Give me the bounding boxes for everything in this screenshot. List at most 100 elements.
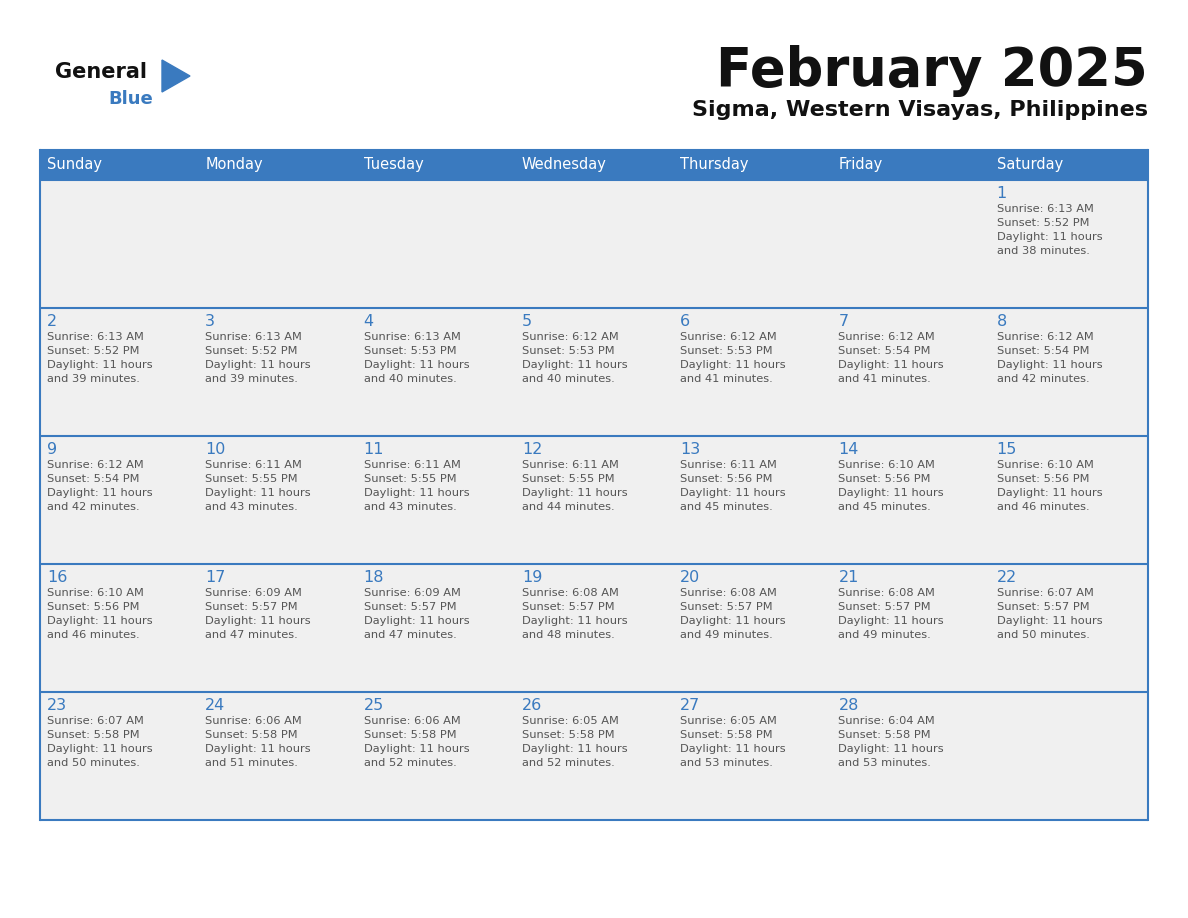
Text: 22: 22 [997,570,1017,585]
Bar [514,436,674,564]
Text: Sunrise: 6:06 AM
Sunset: 5:58 PM
Daylight: 11 hours
and 52 minutes.: Sunrise: 6:06 AM Sunset: 5:58 PM Dayligh… [364,716,469,768]
Text: Sunday: Sunday [48,158,102,173]
Text: 13: 13 [681,442,701,457]
Bar [832,180,990,308]
Bar [40,150,198,180]
Text: 8: 8 [997,314,1007,329]
Text: 4: 4 [364,314,374,329]
Text: Sunrise: 6:13 AM
Sunset: 5:52 PM
Daylight: 11 hours
and 39 minutes.: Sunrise: 6:13 AM Sunset: 5:52 PM Dayligh… [206,332,311,384]
Bar [40,436,198,564]
Bar [356,150,514,180]
Bar [674,692,832,820]
Text: 24: 24 [206,698,226,713]
Bar [198,308,356,436]
Bar [990,564,1148,692]
Text: February 2025: February 2025 [716,45,1148,97]
Text: Sunrise: 6:12 AM
Sunset: 5:54 PM
Daylight: 11 hours
and 41 minutes.: Sunrise: 6:12 AM Sunset: 5:54 PM Dayligh… [839,332,944,384]
Text: Sunrise: 6:08 AM
Sunset: 5:57 PM
Daylight: 11 hours
and 49 minutes.: Sunrise: 6:08 AM Sunset: 5:57 PM Dayligh… [839,588,944,640]
Bar [832,308,990,436]
Text: 10: 10 [206,442,226,457]
Bar [674,180,832,308]
Text: 18: 18 [364,570,384,585]
Text: Sunrise: 6:06 AM
Sunset: 5:58 PM
Daylight: 11 hours
and 51 minutes.: Sunrise: 6:06 AM Sunset: 5:58 PM Dayligh… [206,716,311,768]
Text: Sunrise: 6:07 AM
Sunset: 5:58 PM
Daylight: 11 hours
and 50 minutes.: Sunrise: 6:07 AM Sunset: 5:58 PM Dayligh… [48,716,152,768]
Bar [198,692,356,820]
Text: 2: 2 [48,314,57,329]
Bar [356,436,514,564]
Bar [198,180,356,308]
Text: Sunrise: 6:12 AM
Sunset: 5:54 PM
Daylight: 11 hours
and 42 minutes.: Sunrise: 6:12 AM Sunset: 5:54 PM Dayligh… [48,460,152,512]
Text: 23: 23 [48,698,68,713]
Bar [514,564,674,692]
Text: Sunrise: 6:12 AM
Sunset: 5:54 PM
Daylight: 11 hours
and 42 minutes.: Sunrise: 6:12 AM Sunset: 5:54 PM Dayligh… [997,332,1102,384]
Bar [990,150,1148,180]
Text: Sunrise: 6:13 AM
Sunset: 5:52 PM
Daylight: 11 hours
and 38 minutes.: Sunrise: 6:13 AM Sunset: 5:52 PM Dayligh… [997,204,1102,256]
Text: Sunrise: 6:13 AM
Sunset: 5:52 PM
Daylight: 11 hours
and 39 minutes.: Sunrise: 6:13 AM Sunset: 5:52 PM Dayligh… [48,332,152,384]
Bar [832,436,990,564]
Bar [514,150,674,180]
Text: Sunrise: 6:11 AM
Sunset: 5:55 PM
Daylight: 11 hours
and 43 minutes.: Sunrise: 6:11 AM Sunset: 5:55 PM Dayligh… [364,460,469,512]
Text: Monday: Monday [206,158,263,173]
Text: 17: 17 [206,570,226,585]
Text: 7: 7 [839,314,848,329]
Text: Sunrise: 6:08 AM
Sunset: 5:57 PM
Daylight: 11 hours
and 48 minutes.: Sunrise: 6:08 AM Sunset: 5:57 PM Dayligh… [522,588,627,640]
Text: Sunrise: 6:12 AM
Sunset: 5:53 PM
Daylight: 11 hours
and 40 minutes.: Sunrise: 6:12 AM Sunset: 5:53 PM Dayligh… [522,332,627,384]
Bar [832,150,990,180]
Text: Sunrise: 6:09 AM
Sunset: 5:57 PM
Daylight: 11 hours
and 47 minutes.: Sunrise: 6:09 AM Sunset: 5:57 PM Dayligh… [206,588,311,640]
Bar [832,692,990,820]
Bar [356,180,514,308]
Text: 25: 25 [364,698,384,713]
Bar [198,436,356,564]
Text: 26: 26 [522,698,542,713]
Bar [990,692,1148,820]
Text: 28: 28 [839,698,859,713]
Bar [990,180,1148,308]
Text: Sunrise: 6:11 AM
Sunset: 5:56 PM
Daylight: 11 hours
and 45 minutes.: Sunrise: 6:11 AM Sunset: 5:56 PM Dayligh… [681,460,785,512]
Text: 3: 3 [206,314,215,329]
Text: Sigma, Western Visayas, Philippines: Sigma, Western Visayas, Philippines [691,100,1148,120]
Text: Sunrise: 6:07 AM
Sunset: 5:57 PM
Daylight: 11 hours
and 50 minutes.: Sunrise: 6:07 AM Sunset: 5:57 PM Dayligh… [997,588,1102,640]
Text: 20: 20 [681,570,701,585]
Text: 21: 21 [839,570,859,585]
Bar [674,308,832,436]
Bar [356,564,514,692]
Text: Sunrise: 6:10 AM
Sunset: 5:56 PM
Daylight: 11 hours
and 46 minutes.: Sunrise: 6:10 AM Sunset: 5:56 PM Dayligh… [48,588,152,640]
Text: Sunrise: 6:10 AM
Sunset: 5:56 PM
Daylight: 11 hours
and 45 minutes.: Sunrise: 6:10 AM Sunset: 5:56 PM Dayligh… [839,460,944,512]
Bar [990,436,1148,564]
Text: Friday: Friday [839,158,883,173]
Bar [674,150,832,180]
Text: Sunrise: 6:13 AM
Sunset: 5:53 PM
Daylight: 11 hours
and 40 minutes.: Sunrise: 6:13 AM Sunset: 5:53 PM Dayligh… [364,332,469,384]
Text: Sunrise: 6:12 AM
Sunset: 5:53 PM
Daylight: 11 hours
and 41 minutes.: Sunrise: 6:12 AM Sunset: 5:53 PM Dayligh… [681,332,785,384]
Bar [356,692,514,820]
Bar [514,692,674,820]
Text: 16: 16 [48,570,68,585]
Text: 11: 11 [364,442,384,457]
Bar [40,308,198,436]
Bar [674,564,832,692]
Bar [832,564,990,692]
Text: Sunrise: 6:05 AM
Sunset: 5:58 PM
Daylight: 11 hours
and 52 minutes.: Sunrise: 6:05 AM Sunset: 5:58 PM Dayligh… [522,716,627,768]
Text: Sunrise: 6:05 AM
Sunset: 5:58 PM
Daylight: 11 hours
and 53 minutes.: Sunrise: 6:05 AM Sunset: 5:58 PM Dayligh… [681,716,785,768]
Bar [514,308,674,436]
Text: Blue: Blue [108,90,153,108]
Text: 15: 15 [997,442,1017,457]
Bar [356,308,514,436]
Text: Wednesday: Wednesday [522,158,607,173]
Text: Sunrise: 6:11 AM
Sunset: 5:55 PM
Daylight: 11 hours
and 44 minutes.: Sunrise: 6:11 AM Sunset: 5:55 PM Dayligh… [522,460,627,512]
Text: 1: 1 [997,186,1007,201]
Text: 9: 9 [48,442,57,457]
Text: Sunrise: 6:11 AM
Sunset: 5:55 PM
Daylight: 11 hours
and 43 minutes.: Sunrise: 6:11 AM Sunset: 5:55 PM Dayligh… [206,460,311,512]
Text: 27: 27 [681,698,701,713]
Text: Sunrise: 6:09 AM
Sunset: 5:57 PM
Daylight: 11 hours
and 47 minutes.: Sunrise: 6:09 AM Sunset: 5:57 PM Dayligh… [364,588,469,640]
Polygon shape [162,60,190,92]
Text: Sunrise: 6:10 AM
Sunset: 5:56 PM
Daylight: 11 hours
and 46 minutes.: Sunrise: 6:10 AM Sunset: 5:56 PM Dayligh… [997,460,1102,512]
Bar [40,180,198,308]
Text: 6: 6 [681,314,690,329]
Text: Sunrise: 6:08 AM
Sunset: 5:57 PM
Daylight: 11 hours
and 49 minutes.: Sunrise: 6:08 AM Sunset: 5:57 PM Dayligh… [681,588,785,640]
Text: 12: 12 [522,442,542,457]
Text: Saturday: Saturday [997,158,1063,173]
Bar [674,436,832,564]
Text: 19: 19 [522,570,542,585]
Text: 5: 5 [522,314,532,329]
Text: Sunrise: 6:04 AM
Sunset: 5:58 PM
Daylight: 11 hours
and 53 minutes.: Sunrise: 6:04 AM Sunset: 5:58 PM Dayligh… [839,716,944,768]
